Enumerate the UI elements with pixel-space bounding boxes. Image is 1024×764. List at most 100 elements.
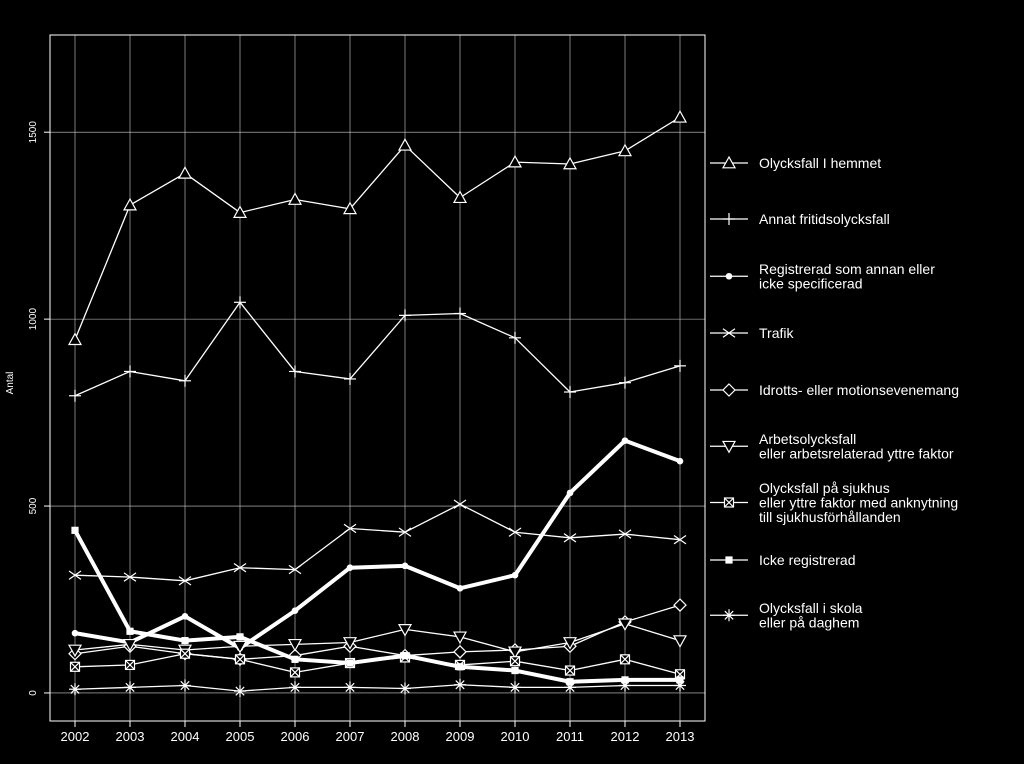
plot-frame [49, 34, 706, 722]
legend-label: icke specificerad [759, 276, 863, 292]
data-point-triangle-up-icon [397, 138, 413, 151]
data-point-filled-square-icon [236, 633, 244, 641]
data-point-x-icon [68, 570, 82, 580]
data-point-filled-circle-icon [456, 584, 464, 592]
data-point-triangle-down-icon [122, 638, 138, 652]
legend-item: Idrotts- eller motionsevenemang [710, 382, 959, 398]
data-point-x-icon [123, 572, 137, 582]
data-point-filled-square-icon [181, 637, 189, 645]
legend-label: Idrotts- eller motionsevenemang [759, 382, 959, 398]
legend-label: eller på daghem [759, 615, 859, 631]
data-point-boxed-x-icon [619, 654, 631, 665]
data-point-boxed-x-icon [234, 654, 246, 665]
legend-item: Icke registrerad [710, 552, 855, 568]
filled-square-icon [725, 556, 733, 564]
data-point-filled-square-icon [456, 663, 464, 671]
data-point-x-icon [508, 527, 522, 537]
triangle-down-icon [721, 440, 737, 454]
data-point-diamond-icon [453, 644, 467, 659]
x-tick-label: 2007 [336, 729, 365, 744]
data-point-triangle-up-icon [287, 192, 303, 205]
series-group [67, 110, 688, 698]
data-point-triangle-up-icon [617, 143, 633, 157]
x-tick-label: 2004 [171, 729, 200, 744]
data-point-triangle-down-icon [67, 644, 83, 658]
data-point-triangle-up-icon [67, 332, 83, 346]
data-point-filled-square-icon [71, 526, 79, 534]
x-tick-label: 2002 [61, 729, 90, 744]
y-tick-label: 500 [28, 497, 39, 514]
data-point-x-icon [343, 523, 357, 534]
data-point-filled-square-icon [401, 651, 409, 660]
diamond-icon [722, 383, 736, 397]
data-point-filled-square-icon [126, 627, 134, 635]
data-point-triangle-down-icon [672, 635, 688, 648]
triangle-up-icon [721, 155, 737, 169]
data-point-asterisk-icon [344, 681, 356, 694]
data-point-triangle-up-icon [232, 205, 248, 218]
data-point-x-icon [288, 564, 302, 575]
y-axis: 0 500 1000 1500 [28, 121, 50, 696]
data-point-x-icon [563, 533, 577, 543]
x-tick-label: 2011 [556, 729, 584, 744]
x-tick-label: 2010 [501, 729, 530, 744]
series-filled-circle [71, 437, 684, 652]
data-point-plus-icon [509, 331, 521, 344]
legend-label: Annat fritidsolycksfall [759, 211, 890, 227]
series-line [74, 116, 681, 340]
x-tick-label: 2006 [281, 729, 310, 744]
data-point-boxed-x-icon [124, 659, 136, 671]
data-point-asterisk-icon [454, 678, 466, 691]
legend-label: Icke registrerad [759, 552, 855, 568]
data-point-asterisk-icon [619, 679, 631, 692]
legend-item: Annat fritidsolycksfall [710, 211, 890, 227]
data-point-plus-icon [234, 296, 246, 309]
data-point-boxed-x-icon [289, 667, 301, 678]
data-point-filled-circle-icon [566, 489, 574, 497]
data-point-triangle-down-icon [287, 638, 303, 652]
legend-label: Trafik [759, 325, 794, 341]
series-plus [69, 296, 686, 402]
y-tick-label: 1500 [28, 121, 39, 144]
data-point-filled-square-icon [346, 659, 354, 667]
data-point-plus-icon [399, 309, 411, 322]
data-point-x-icon [673, 534, 687, 545]
data-point-asterisk-icon [289, 681, 301, 694]
legend-label: eller arbetsrelaterad yttre faktor [759, 446, 954, 462]
data-point-x-icon [398, 527, 412, 537]
data-point-diamond-icon [673, 598, 687, 612]
x-icon [722, 328, 736, 338]
data-point-boxed-x-icon [564, 665, 576, 676]
data-point-triangle-up-icon [177, 166, 193, 179]
data-point-plus-icon [564, 386, 576, 399]
x-tick-label: 2008 [391, 729, 420, 744]
data-point-asterisk-icon [399, 682, 411, 695]
x-tick-label: 2009 [446, 729, 475, 744]
legend-item: Olycksfall I hemmet [710, 155, 881, 171]
filled-circle-icon [725, 272, 733, 280]
data-point-filled-square-icon [511, 666, 519, 675]
data-point-x-icon [453, 499, 467, 509]
legend-label: Olycksfall på sjukhus [759, 480, 890, 496]
data-point-x-icon [233, 563, 247, 573]
data-point-plus-icon [619, 376, 631, 389]
data-point-triangle-down-icon [232, 640, 248, 654]
data-point-triangle-down-icon [507, 646, 523, 660]
x-tick-label: 2013 [666, 729, 695, 744]
data-point-filled-circle-icon [676, 457, 684, 465]
data-point-triangle-up-icon [672, 110, 688, 123]
legend-label: eller yttre faktor med anknytning [759, 495, 958, 511]
data-point-triangle-down-icon [397, 624, 413, 637]
data-point-filled-square-icon [291, 655, 299, 663]
data-point-filled-circle-icon [346, 564, 354, 572]
plus-icon [723, 213, 735, 225]
legend-label: Registrerad som annan eller [759, 261, 935, 277]
data-point-x-icon [618, 529, 632, 539]
data-point-filled-circle-icon [401, 562, 409, 570]
series-x [68, 499, 687, 586]
data-point-filled-circle-icon [291, 607, 299, 615]
series-line [74, 604, 681, 660]
